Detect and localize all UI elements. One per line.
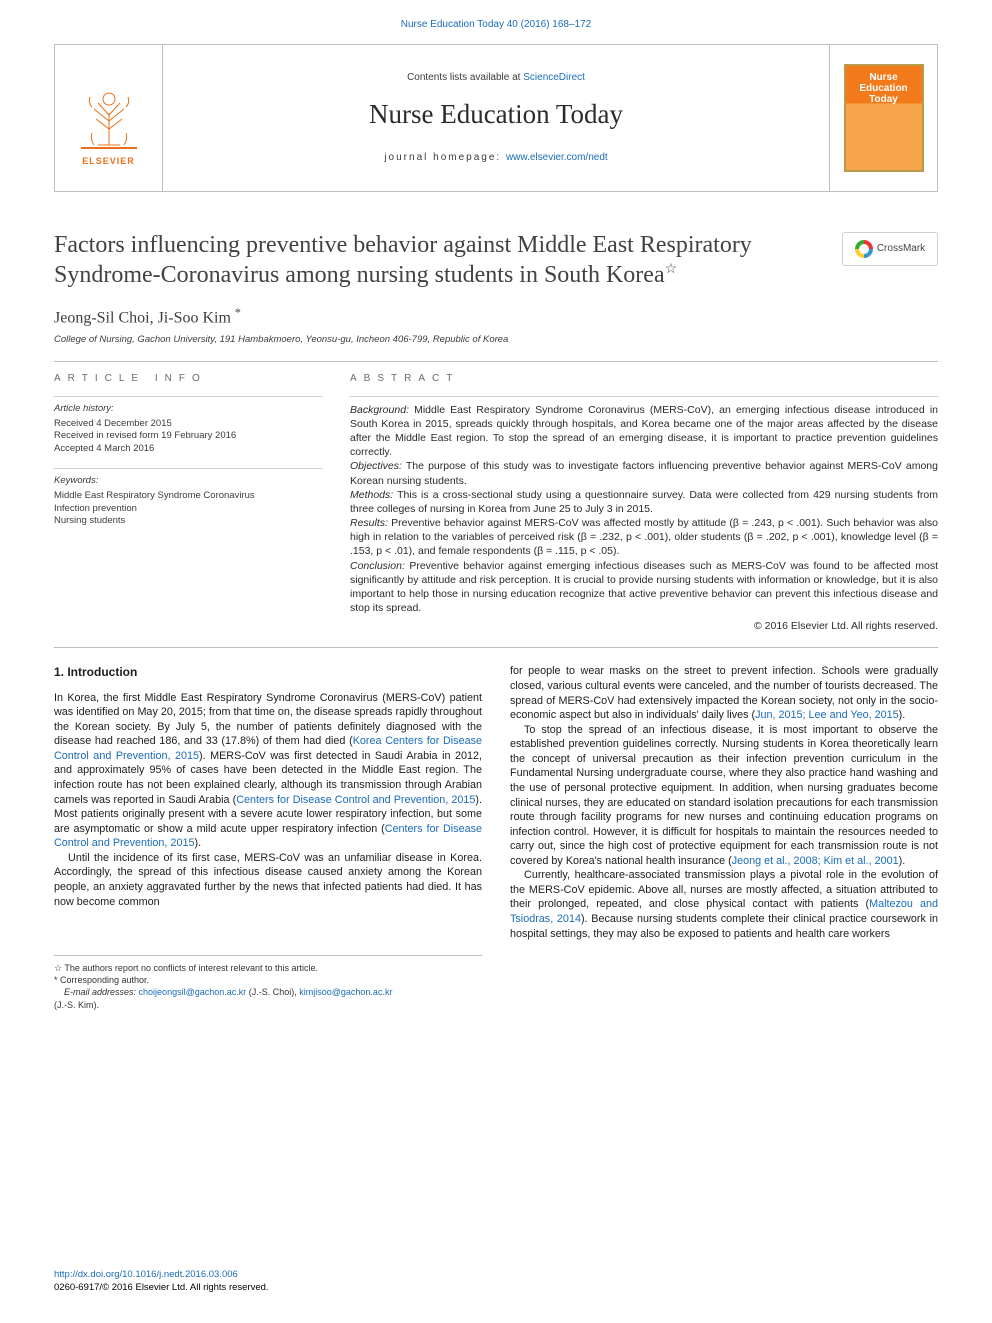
contents-list-line: Contents lists available at ScienceDirec… — [407, 71, 585, 85]
cover-title-1: Nurse — [869, 72, 897, 83]
body-columns: 1. Introduction In Korea, the first Midd… — [54, 664, 938, 941]
rule-mid — [54, 647, 938, 648]
para-2: Until the incidence of its first case, M… — [54, 851, 482, 909]
keywords-lines: Middle East Respiratory Syndrome Coronav… — [54, 490, 322, 528]
footnote-emails: E-mail addresses: choijeongsil@gachon.ac… — [54, 986, 482, 998]
sciencedirect-link[interactable]: ScienceDirect — [523, 72, 585, 83]
para-3: for people to wear masks on the street t… — [510, 664, 938, 722]
history-received: Received 4 December 2015 — [54, 418, 322, 431]
page-top-citation[interactable]: Nurse Education Today 40 (2016) 168–172 — [0, 0, 992, 36]
history-accepted: Accepted 4 March 2016 — [54, 443, 322, 456]
doi-link[interactable]: http://dx.doi.org/10.1016/j.nedt.2016.03… — [54, 1269, 269, 1282]
email-1[interactable]: choijeongsil@gachon.ac.kr — [139, 987, 247, 997]
email-2-who: (J.-S. Kim). — [54, 999, 482, 1011]
cite-5[interactable]: Jeong et al., 2008; Kim et al., 2001 — [732, 855, 899, 867]
journal-header: ELSEVIER Contents lists available at Sci… — [54, 44, 938, 192]
footnotes: ☆ The authors report no conflicts of int… — [54, 955, 482, 1011]
subrule-2 — [54, 468, 322, 469]
issn-copyright: 0260-6917/© 2016 Elsevier Ltd. All right… — [54, 1282, 269, 1295]
keyword-1: Middle East Respiratory Syndrome Coronav… — [54, 490, 322, 503]
bottom-meta: http://dx.doi.org/10.1016/j.nedt.2016.03… — [54, 1269, 269, 1295]
history-lines: Received 4 December 2015 Received in rev… — [54, 418, 322, 456]
footnote-corresponding: * Corresponding author. — [54, 974, 482, 986]
article-info-heading: article info — [54, 372, 322, 386]
authors-text: Jeong-Sil Choi, Ji-Soo Kim — [54, 309, 235, 326]
subrule-3 — [350, 396, 938, 397]
abs-objectives-label: Objectives: — [350, 460, 402, 472]
corresponding-mark: * — [235, 305, 241, 319]
abstract-col: abstract Background: Middle East Respira… — [350, 372, 938, 633]
homepage-prefix: journal homepage: — [384, 152, 506, 163]
contents-prefix: Contents lists available at — [407, 72, 523, 83]
authors-line: Jeong-Sil Choi, Ji-Soo Kim * — [54, 304, 938, 329]
email-1-who: (J.-S. Choi), — [246, 987, 299, 997]
section-1-heading: 1. Introduction — [54, 664, 482, 680]
journal-homepage-line: journal homepage: www.elsevier.com/nedt — [384, 151, 607, 165]
abs-conclusion: Preventive behavior against emerging inf… — [350, 560, 938, 615]
journal-cover-thumb: Nurse Education Today — [844, 64, 924, 172]
article-title: Factors influencing preventive behavior … — [54, 230, 814, 290]
cite-4[interactable]: Jun, 2015; Lee and Yeo, 2015 — [755, 709, 899, 721]
crossmark-label: CrossMark — [877, 242, 925, 256]
abstract-body: Background: Middle East Respiratory Synd… — [350, 403, 938, 634]
affiliation: College of Nursing, Gachon University, 1… — [54, 334, 938, 347]
rule-top — [54, 361, 938, 362]
abs-methods-label: Methods: — [350, 489, 393, 501]
p4b: ). — [899, 855, 906, 867]
history-revised: Received in revised form 19 February 201… — [54, 430, 322, 443]
title-block: Factors influencing preventive behavior … — [54, 230, 938, 290]
cover-title-2: Education — [859, 83, 907, 94]
para-4: To stop the spread of an infectious dise… — [510, 723, 938, 869]
homepage-link[interactable]: www.elsevier.com/nedt — [506, 152, 608, 163]
publisher-logo-cell: ELSEVIER — [55, 45, 163, 191]
article-title-text: Factors influencing preventive behavior … — [54, 232, 752, 288]
elsevier-tree-icon — [81, 85, 137, 149]
publisher-logo: ELSEVIER — [69, 68, 149, 168]
p3b: ). — [899, 709, 906, 721]
publisher-name: ELSEVIER — [82, 155, 135, 167]
abs-results: Preventive behavior against MERS-CoV was… — [350, 517, 938, 557]
abstract-heading: abstract — [350, 372, 938, 386]
journal-cover-cell: Nurse Education Today — [829, 45, 937, 191]
abs-background: Middle East Respiratory Syndrome Coronav… — [350, 404, 938, 459]
history-label: Article history: — [54, 403, 322, 416]
cite-2[interactable]: Centers for Disease Control and Preventi… — [236, 794, 475, 806]
abstract-copyright: © 2016 Elsevier Ltd. All rights reserved… — [350, 619, 938, 633]
keyword-3: Nursing students — [54, 515, 322, 528]
abs-background-label: Background: — [350, 404, 409, 416]
abs-methods: This is a cross-sectional study using a … — [350, 489, 938, 515]
article-info-col: article info Article history: Received 4… — [54, 372, 322, 633]
crossmark-badge[interactable]: CrossMark — [842, 232, 938, 266]
email-label: E-mail addresses: — [64, 987, 139, 997]
para-5: Currently, healthcare-associated transmi… — [510, 868, 938, 941]
keyword-2: Infection prevention — [54, 503, 322, 516]
subrule-1 — [54, 396, 322, 397]
p4a: To stop the spread of an infectious dise… — [510, 724, 938, 867]
email-2[interactable]: kimjisoo@gachon.ac.kr — [299, 987, 392, 997]
p1d: ). — [194, 837, 201, 849]
crossmark-icon — [855, 240, 873, 258]
journal-title: Nurse Education Today — [369, 96, 623, 132]
abs-objectives: The purpose of this study was to investi… — [350, 460, 938, 486]
para-1: In Korea, the first Middle East Respirat… — [54, 691, 482, 851]
footnote-conflict: ☆ The authors report no conflicts of int… — [54, 962, 482, 974]
title-footnote-star: ☆ — [665, 262, 678, 277]
abs-conclusion-label: Conclusion: — [350, 560, 405, 572]
header-center: Contents lists available at ScienceDirec… — [163, 45, 829, 191]
abs-results-label: Results: — [350, 517, 388, 529]
cover-title-3: Today — [869, 94, 898, 105]
keywords-label: Keywords: — [54, 475, 322, 488]
info-abstract-grid: article info Article history: Received 4… — [54, 372, 938, 633]
